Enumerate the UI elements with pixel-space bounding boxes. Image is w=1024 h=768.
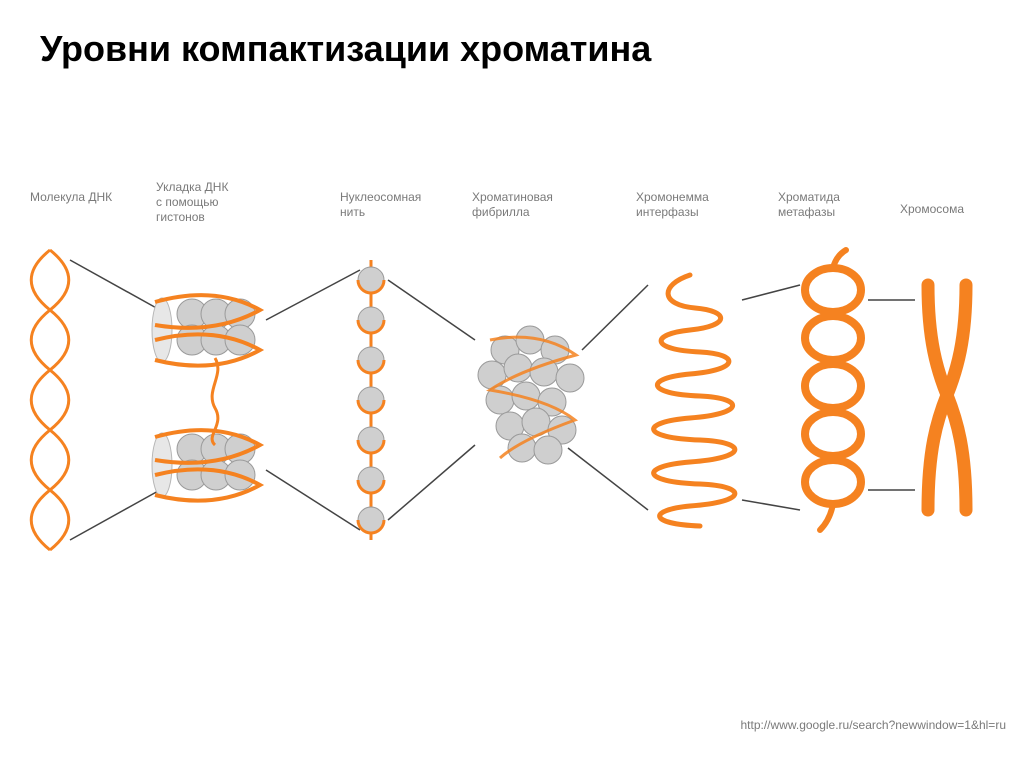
chromatin-diagram: Молекула ДНК Укладка ДНКс помощьюгистоно…	[0, 190, 1024, 610]
label-fibril: Хроматиноваяфибрилла	[472, 190, 553, 220]
page: Уровни компактизации хроматина Молекула …	[0, 0, 1024, 768]
label-nucleosome: Нуклеосомнаянить	[340, 190, 421, 220]
stage-chromosome	[928, 285, 966, 510]
stage-chromonema	[654, 275, 735, 526]
connector-5	[742, 285, 800, 510]
footer-url: http://www.google.ru/search?newwindow=1&…	[741, 718, 1007, 732]
connector-3	[388, 280, 475, 520]
label-dna: Молекула ДНК	[30, 190, 112, 205]
stage-dna	[31, 250, 69, 550]
stage-nucleosome	[358, 260, 384, 540]
label-chromosome: Хромосома	[900, 202, 964, 217]
label-chromonema: Хромонеммаинтерфазы	[636, 190, 709, 220]
label-histones: Укладка ДНКс помощьюгистонов	[156, 180, 228, 225]
label-chromatid: Хроматидаметафазы	[778, 190, 840, 220]
connector-1	[70, 260, 160, 540]
connector-4	[568, 285, 648, 510]
connector-6	[868, 300, 915, 490]
stage-fibril	[478, 326, 584, 464]
stage-chromatid	[805, 250, 861, 530]
connector-2	[266, 270, 360, 530]
page-title: Уровни компактизации хроматина	[40, 28, 651, 70]
diagram-svg	[0, 190, 1024, 610]
stage-histones	[152, 295, 260, 501]
